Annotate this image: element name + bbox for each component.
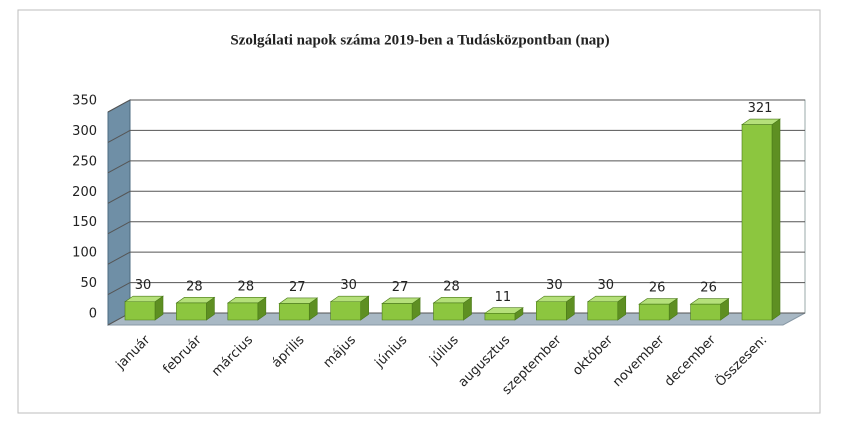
y-tick-label: 100 (72, 246, 97, 261)
bar (535, 295, 576, 321)
bar-front (381, 303, 413, 321)
grid-line (107, 221, 805, 235)
y-tick-label: 350 (72, 94, 97, 109)
data-label: 26 (649, 281, 666, 296)
data-label: 27 (392, 280, 409, 295)
bar (175, 296, 216, 321)
bar (483, 307, 524, 321)
data-label: 26 (700, 281, 717, 296)
bar (432, 296, 473, 321)
data-label: 11 (495, 290, 512, 305)
bar-side (771, 118, 781, 321)
grid-line (107, 160, 805, 174)
data-label: 28 (443, 279, 460, 294)
bar (278, 297, 319, 321)
bar-front (587, 301, 619, 321)
y-tick-label: 150 (72, 215, 97, 230)
y-tick-label: 50 (80, 276, 97, 291)
chart-title: Szolgálati napok száma 2019-ben a Tudásk… (230, 32, 609, 48)
y-tick-label: 0 (89, 307, 97, 322)
grid-line (107, 99, 805, 113)
bar (124, 295, 164, 321)
bar (381, 297, 422, 321)
data-label: 30 (135, 278, 152, 293)
grid-line (107, 251, 805, 265)
bar-front (278, 303, 310, 321)
bar-front (690, 303, 721, 321)
y-tick-label: 250 (72, 154, 97, 169)
data-label: 321 (748, 101, 773, 116)
bar-front (536, 301, 567, 321)
bar (638, 298, 679, 321)
bar (741, 118, 781, 321)
data-label: 27 (289, 280, 306, 295)
bar-front (124, 301, 156, 321)
bar (226, 296, 267, 321)
bar-front (227, 302, 259, 321)
data-label: 30 (340, 278, 357, 293)
bar-front (433, 302, 464, 321)
bar (689, 298, 730, 321)
bar (586, 295, 627, 321)
data-label: 30 (597, 278, 614, 293)
bar-front (638, 303, 670, 321)
bar (329, 295, 370, 321)
grid-line (107, 282, 805, 296)
bar-front (484, 313, 516, 321)
bar-front (741, 124, 773, 321)
bar-front (330, 301, 361, 321)
grid-line (107, 190, 805, 204)
bar-front (176, 302, 207, 321)
data-label: 28 (238, 279, 255, 294)
y-tick-label: 300 (72, 124, 97, 139)
y-tick-label: 200 (72, 185, 97, 200)
grid-line (107, 129, 805, 143)
side-wall (107, 99, 131, 326)
data-label: 28 (186, 279, 203, 294)
data-label: 30 (546, 278, 563, 293)
